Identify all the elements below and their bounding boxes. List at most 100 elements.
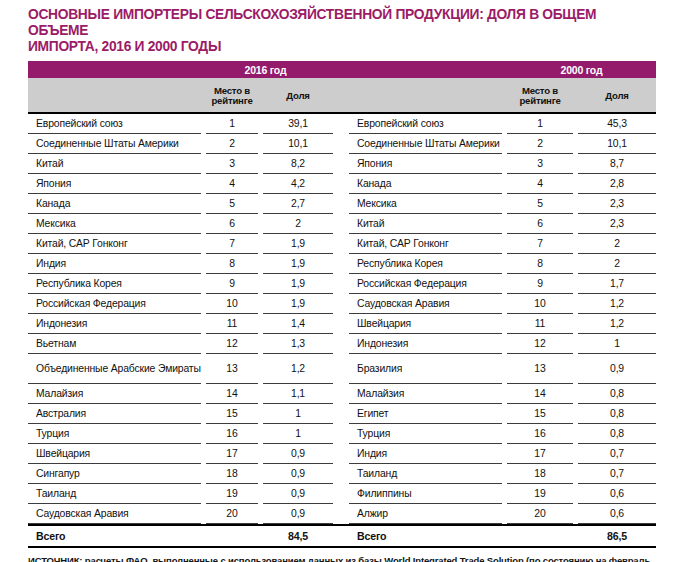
- column-gap: [333, 464, 349, 484]
- share-cell-2016: 1,9: [263, 234, 333, 254]
- rank-cell-2000: 6: [507, 214, 573, 234]
- share-cell-2016: 1: [263, 424, 333, 444]
- country-cell-2016: Индия: [28, 254, 201, 274]
- share-cell-2000: 10,1: [578, 134, 656, 154]
- column-header-share-2000: Доля: [578, 78, 656, 114]
- column-gap: [333, 174, 349, 194]
- column-gap: [333, 114, 349, 134]
- share-cell-2016: 8,2: [263, 154, 333, 174]
- share-cell-2016: 10,1: [263, 134, 333, 154]
- rank-cell-2000: 8: [507, 254, 573, 274]
- table-row: Турция161Турция160,8: [28, 424, 656, 444]
- rank-cell-2016: 9: [206, 274, 258, 294]
- country-cell-2016: Европейский союз: [28, 114, 201, 134]
- column-gap: [333, 354, 349, 384]
- column-gap: [333, 424, 349, 444]
- column-gap: [333, 404, 349, 424]
- rank-cell-2016: 1: [206, 114, 258, 134]
- year-band: 2016 год 2000 год: [28, 61, 656, 78]
- column-gap: [333, 234, 349, 254]
- country-cell-2000: Российская Федерация: [349, 274, 502, 294]
- country-cell-2000: Филиппины: [349, 484, 502, 504]
- column-gap: [333, 134, 349, 154]
- table-row: Австралия151Египет150,8: [28, 404, 656, 424]
- column-gap: [333, 194, 349, 214]
- column-header-share-2016: Доля: [263, 78, 333, 114]
- share-cell-2016: 1,3: [263, 334, 333, 354]
- share-cell-2000: 1,2: [578, 294, 656, 314]
- rank-cell-2000: 2: [507, 134, 573, 154]
- rank-cell-2016: 3: [206, 154, 258, 174]
- total-rank-2000-empty: [507, 526, 573, 546]
- country-cell-2000: Соединенные Штаты Америки: [349, 134, 502, 154]
- share-cell-2000: 1: [578, 334, 656, 354]
- country-cell-2000: Канада: [349, 174, 502, 194]
- total-label-2000: Всего: [349, 526, 502, 546]
- share-cell-2000: 1,2: [578, 314, 656, 334]
- column-gap: [333, 384, 349, 404]
- country-cell-2000: Китай, САР Гонконг: [349, 234, 502, 254]
- column-header-rank-2000: Место в рейтинге: [507, 78, 573, 114]
- share-cell-2016: 39,1: [263, 114, 333, 134]
- country-cell-2000: Турция: [349, 424, 502, 444]
- share-cell-2000: 0,6: [578, 504, 656, 524]
- rank-cell-2000: 14: [507, 384, 573, 404]
- rank-cell-2016: 6: [206, 214, 258, 234]
- column-gap: [333, 294, 349, 314]
- rank-cell-2000: 20: [507, 504, 573, 524]
- rank-cell-2000: 13: [507, 354, 573, 384]
- table-row: Япония44,2Канада42,8: [28, 174, 656, 194]
- country-cell-2016: Турция: [28, 424, 201, 444]
- table-body: Европейский союз139,1Европейский союз145…: [28, 114, 656, 524]
- country-cell-2000: Малайзия: [349, 384, 502, 404]
- column-gap: [333, 484, 349, 504]
- rank-cell-2000: 5: [507, 194, 573, 214]
- year-band-2016: 2016 год: [202, 61, 329, 78]
- table-row: Объединенные Арабские Эмираты131,2Бразил…: [28, 354, 656, 384]
- share-cell-2016: 2: [263, 214, 333, 234]
- share-cell-2000: 0,6: [578, 484, 656, 504]
- table-row: Вьетнам121,3Индонезия121: [28, 334, 656, 354]
- column-gap: [333, 274, 349, 294]
- country-cell-2000: Бразилия: [349, 354, 502, 384]
- rank-cell-2000: 10: [507, 294, 573, 314]
- country-cell-2016: Малайзия: [28, 384, 201, 404]
- country-cell-2000: Саудовская Аравия: [349, 294, 502, 314]
- table-row: Российская Федерация101,9Саудовская Арав…: [28, 294, 656, 314]
- country-cell-2016: Швейцария: [28, 444, 201, 464]
- share-cell-2016: 0,9: [263, 444, 333, 464]
- total-row: Всего 84,5 Всего 86,5: [28, 524, 656, 548]
- rank-cell-2000: 12: [507, 334, 573, 354]
- rank-cell-2016: 8: [206, 254, 258, 274]
- table-row: Соединенные Штаты Америки210,1Соединенны…: [28, 134, 656, 154]
- country-cell-2016: Мексика: [28, 214, 201, 234]
- country-cell-2000: Индонезия: [349, 334, 502, 354]
- rank-cell-2016: 17: [206, 444, 258, 464]
- table-row: Китай, САР Гонконг71,9Китай, САР Гонконг…: [28, 234, 656, 254]
- rank-cell-2000: 11: [507, 314, 573, 334]
- table-row: Индонезия111,4Швейцария111,2: [28, 314, 656, 334]
- share-cell-2000: 0,7: [578, 444, 656, 464]
- page: ОСНОВНЫЕ ИМПОРТЕРЫ СЕЛЬСКОХОЗЯЙСТВЕННОЙ …: [0, 0, 681, 562]
- rank-cell-2016: 15: [206, 404, 258, 424]
- share-cell-2016: 1,9: [263, 274, 333, 294]
- table-row: Европейский союз139,1Европейский союз145…: [28, 114, 656, 134]
- column-gap: [333, 314, 349, 334]
- rank-cell-2016: 16: [206, 424, 258, 444]
- table-row: Республика Корея91,9Российская Федерация…: [28, 274, 656, 294]
- country-cell-2000: Алжир: [349, 504, 502, 524]
- share-cell-2000: 0,8: [578, 384, 656, 404]
- importers-table: 2016 год 2000 год Место в рейтинге Доля …: [28, 61, 656, 548]
- share-cell-2000: 0,9: [578, 354, 656, 384]
- country-cell-2016: Индонезия: [28, 314, 201, 334]
- page-title-line2: ИМПОРТА, 2016 И 2000 ГОДЫ: [28, 39, 656, 55]
- rank-cell-2000: 19: [507, 484, 573, 504]
- share-cell-2016: 1: [263, 404, 333, 424]
- share-cell-2016: 1,9: [263, 254, 333, 274]
- total-share-2016: 84,5: [263, 526, 333, 546]
- table-row: Швейцария170,9Индия170,7: [28, 444, 656, 464]
- share-cell-2016: 1,4: [263, 314, 333, 334]
- table-row: Канада52,7Мексика52,3: [28, 194, 656, 214]
- share-cell-2000: 45,3: [578, 114, 656, 134]
- country-cell-2000: Китай: [349, 214, 502, 234]
